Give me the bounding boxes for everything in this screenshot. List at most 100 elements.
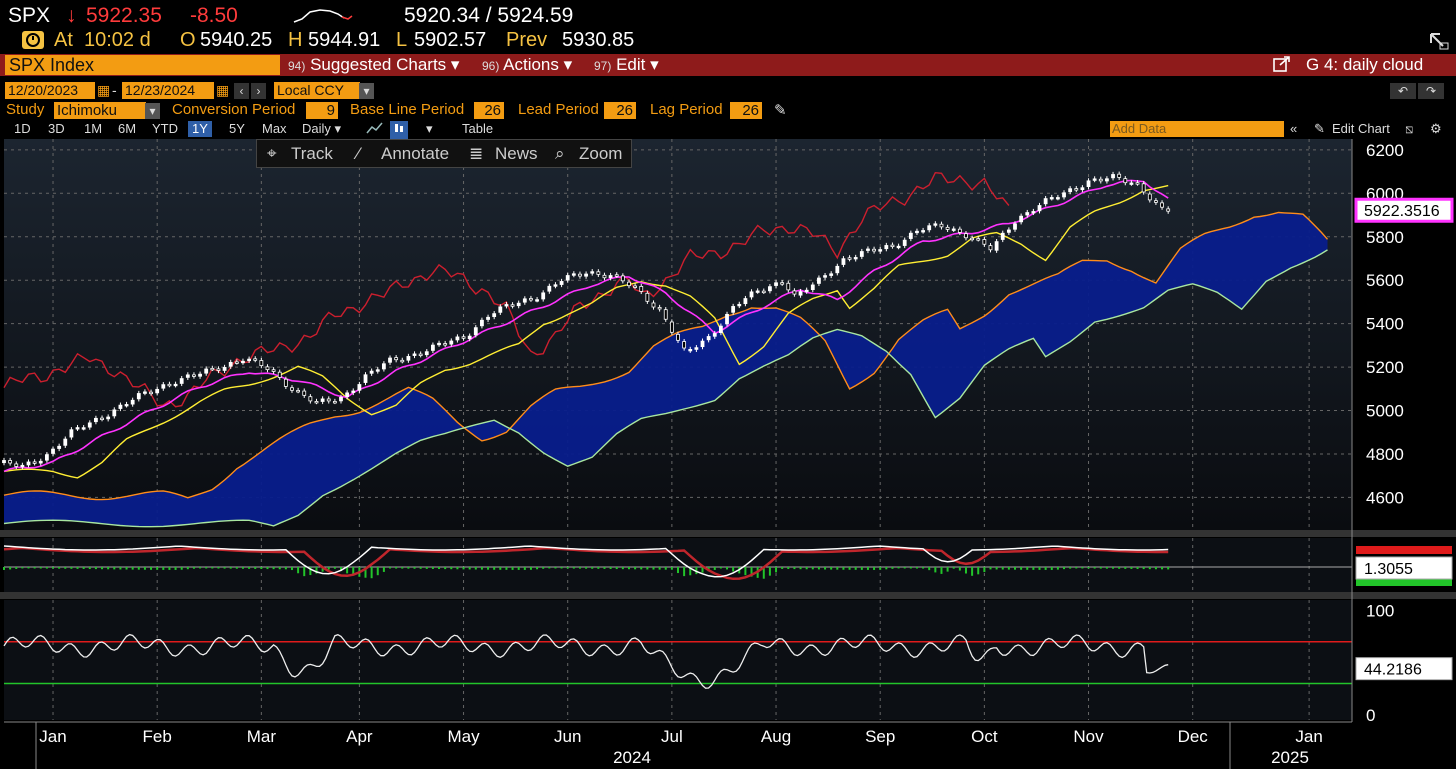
redo-button[interactable]: ↷ bbox=[1418, 83, 1444, 99]
period-toolbar: 1D 3D 1M 6M YTD 1Y 5Y Max Daily ▾ ▾ Tabl… bbox=[0, 120, 1456, 139]
candle-body bbox=[921, 230, 925, 233]
candle-body bbox=[651, 302, 656, 308]
candle-body bbox=[669, 321, 674, 333]
lead-period-label: Lead Period bbox=[518, 101, 599, 118]
table-button[interactable]: Table bbox=[462, 121, 494, 136]
track-tool[interactable]: Track bbox=[291, 144, 333, 163]
period-ytd[interactable]: YTD bbox=[152, 121, 178, 136]
market-clock-icon[interactable] bbox=[22, 31, 44, 49]
edit-menu[interactable]: 97) Edit ▾ bbox=[594, 55, 659, 76]
currency-select[interactable]: Local CCY bbox=[274, 82, 360, 99]
conversion-period-input[interactable]: 9 bbox=[306, 102, 338, 119]
add-data-input[interactable]: Add Data bbox=[1110, 121, 1284, 137]
line-chart-icon[interactable] bbox=[366, 121, 384, 139]
period-5y[interactable]: 5Y bbox=[229, 121, 245, 136]
candle-body bbox=[578, 273, 582, 277]
edit-chart-button[interactable]: Edit Chart bbox=[1332, 121, 1390, 136]
high-label: H bbox=[288, 29, 303, 51]
collapse-icon[interactable]: « bbox=[1290, 121, 1298, 136]
export-icon[interactable] bbox=[1272, 55, 1292, 78]
annotate-tool[interactable]: Annotate bbox=[381, 144, 450, 163]
quote-details: At 10:02 d O 5940.25 H 5944.91 L 5902.57… bbox=[0, 28, 1456, 52]
period-max[interactable]: Max bbox=[262, 121, 287, 136]
cursor-icon[interactable] bbox=[1428, 31, 1450, 57]
candle-body bbox=[332, 401, 337, 404]
candle-body bbox=[20, 464, 25, 468]
panel-divider[interactable] bbox=[0, 592, 1456, 599]
candle-body bbox=[290, 387, 294, 391]
date-range-bar: 12/20/2023 ▦ - 12/23/2024 ▦ ‹ › Local CC… bbox=[0, 80, 1456, 100]
end-date-input[interactable]: 12/23/2024 bbox=[122, 82, 214, 99]
lead-span-a-line bbox=[3, 211, 1329, 501]
candle-chart-icon[interactable] bbox=[390, 121, 408, 139]
chart-toolbar: ⌖ Track ⁄ Annotate ≣ News ⌕ Zoom bbox=[256, 139, 632, 168]
chevron-down-icon[interactable]: ▾ bbox=[359, 83, 374, 99]
candle-body bbox=[112, 409, 117, 417]
chevron-down-icon[interactable]: ▾ bbox=[145, 103, 160, 119]
next-range-button[interactable]: › bbox=[251, 83, 266, 99]
candle-body bbox=[792, 290, 797, 295]
candle-body bbox=[614, 274, 619, 277]
period-6m[interactable]: 6M bbox=[118, 121, 137, 136]
y-tick-label: 5400 bbox=[1366, 315, 1404, 334]
calendar-icon[interactable]: ▦ bbox=[97, 82, 111, 98]
chevron-down-icon[interactable]: ▾ bbox=[426, 121, 433, 136]
candle-body bbox=[1019, 215, 1024, 223]
candle-body bbox=[504, 304, 509, 307]
candle-body bbox=[8, 460, 13, 464]
base-line-period-input[interactable]: 26 bbox=[474, 102, 504, 119]
candle-body bbox=[970, 237, 975, 241]
x-tick-label: Dec bbox=[1178, 727, 1209, 746]
period-3d[interactable]: 3D bbox=[48, 121, 65, 136]
frequency-select[interactable]: Daily ▾ bbox=[302, 121, 342, 136]
panel-divider[interactable] bbox=[0, 530, 1456, 537]
open-label: O bbox=[180, 29, 196, 51]
period-1m[interactable]: 1M bbox=[84, 121, 103, 136]
candle-body bbox=[394, 357, 399, 361]
candle-body bbox=[1111, 174, 1115, 179]
security-field[interactable]: SPX Index bbox=[5, 55, 280, 75]
news-tool[interactable]: News bbox=[495, 144, 538, 163]
menu-number: 94) bbox=[288, 59, 306, 73]
candle-body bbox=[26, 461, 31, 466]
lag-period-input[interactable]: 26 bbox=[730, 102, 762, 119]
candle-body bbox=[431, 344, 435, 351]
undo-button[interactable]: ↶ bbox=[1390, 83, 1416, 99]
conversion-line bbox=[3, 179, 1169, 473]
y-tick-label: 5800 bbox=[1366, 228, 1404, 247]
pencil-icon[interactable]: ✎ bbox=[1314, 121, 1325, 136]
rsi-value: 44.2186 bbox=[1364, 662, 1422, 679]
study-select[interactable]: Ichimoku bbox=[54, 102, 146, 119]
candle-body bbox=[988, 245, 993, 251]
candle-body bbox=[964, 233, 968, 239]
lead-period-input[interactable]: 26 bbox=[604, 102, 636, 119]
candle-body bbox=[627, 281, 631, 287]
candle-body bbox=[737, 303, 742, 307]
chart-settings-icon[interactable]: ⧅ bbox=[1405, 121, 1414, 136]
pencil-icon[interactable]: ✎ bbox=[774, 102, 787, 119]
gear-icon[interactable]: ⚙ bbox=[1430, 121, 1442, 136]
candle-body bbox=[1123, 178, 1128, 184]
menu-number: 97) bbox=[594, 59, 612, 73]
menu-label: Edit ▾ bbox=[616, 55, 659, 74]
macd-tag-red bbox=[1356, 546, 1452, 554]
rsi-value-box bbox=[1355, 657, 1453, 681]
period-1d[interactable]: 1D bbox=[14, 121, 31, 136]
suggested-charts-menu[interactable]: 94) Suggested Charts ▾ bbox=[288, 55, 459, 76]
start-date-input[interactable]: 12/20/2023 bbox=[5, 82, 95, 99]
candle-body bbox=[768, 286, 772, 292]
candle-body bbox=[927, 225, 932, 231]
period-1y[interactable]: 1Y bbox=[188, 121, 212, 137]
calendar-icon[interactable]: ▦ bbox=[216, 82, 230, 98]
candle-body bbox=[1117, 173, 1122, 178]
zoom-tool[interactable]: Zoom bbox=[579, 144, 623, 163]
prev-range-button[interactable]: ‹ bbox=[234, 83, 249, 99]
candle-body bbox=[192, 374, 196, 377]
actions-menu[interactable]: 96) Actions ▾ bbox=[482, 55, 572, 76]
x-tick-label: Sep bbox=[865, 727, 895, 746]
candle-body bbox=[155, 388, 160, 394]
candle-body bbox=[786, 282, 791, 291]
candle-body bbox=[884, 245, 889, 250]
candle-body bbox=[1160, 202, 1164, 208]
